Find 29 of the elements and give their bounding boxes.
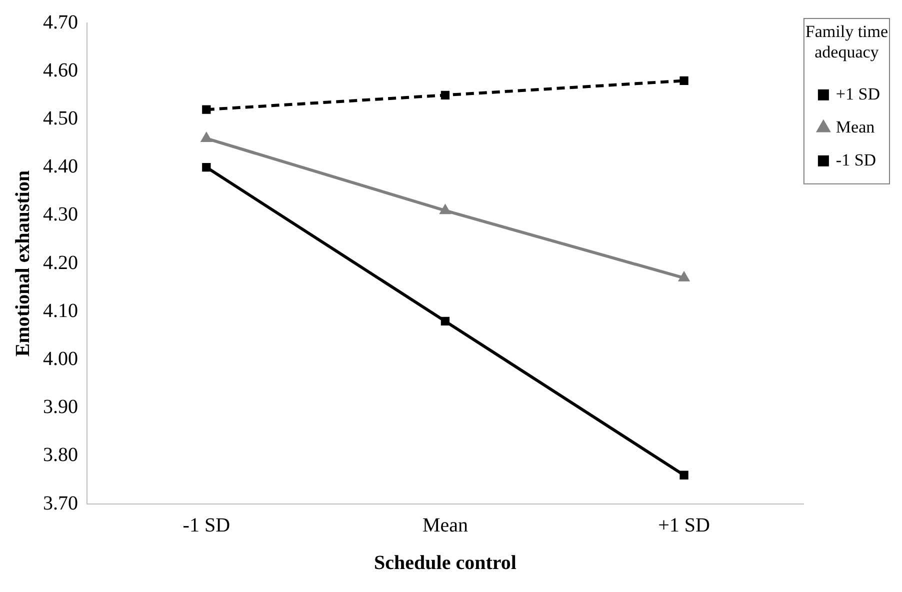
y-tick-label: 4.70 <box>43 11 78 34</box>
point <box>202 105 211 114</box>
point <box>201 132 212 142</box>
y-tick-label: 4.40 <box>43 156 78 178</box>
point <box>440 90 450 100</box>
legend-title: Family time adequacy <box>805 22 888 62</box>
y-tick-label: 4.50 <box>43 107 78 130</box>
y-tick-label: 3.90 <box>43 396 78 418</box>
point <box>680 470 688 480</box>
x-tick-label: -1 SD <box>182 514 230 536</box>
legend-label: Mean <box>836 117 876 136</box>
x-tick-label: +1 SD <box>658 514 710 536</box>
point <box>680 76 688 86</box>
point <box>679 272 689 282</box>
point <box>202 162 211 172</box>
point <box>440 205 450 214</box>
y-tick-label: 4.30 <box>43 204 78 226</box>
y-tick-label: 4.00 <box>43 348 78 370</box>
y-tick-label: 3.70 <box>43 492 78 514</box>
x-axis-title: Schedule control <box>374 552 517 574</box>
y-tick-label: 4.60 <box>43 59 78 82</box>
point <box>440 316 450 326</box>
legend-label: -1 SD <box>836 150 876 170</box>
y-tick-label: 4.10 <box>43 300 78 322</box>
legend-label: +1 SD <box>836 84 880 104</box>
y-axis-title: Emotional exhaustion <box>12 170 34 357</box>
y-tick-label: 3.80 <box>43 444 78 466</box>
x-tick-label: Mean <box>422 514 468 536</box>
y-tick-label: 4.20 <box>43 252 78 274</box>
